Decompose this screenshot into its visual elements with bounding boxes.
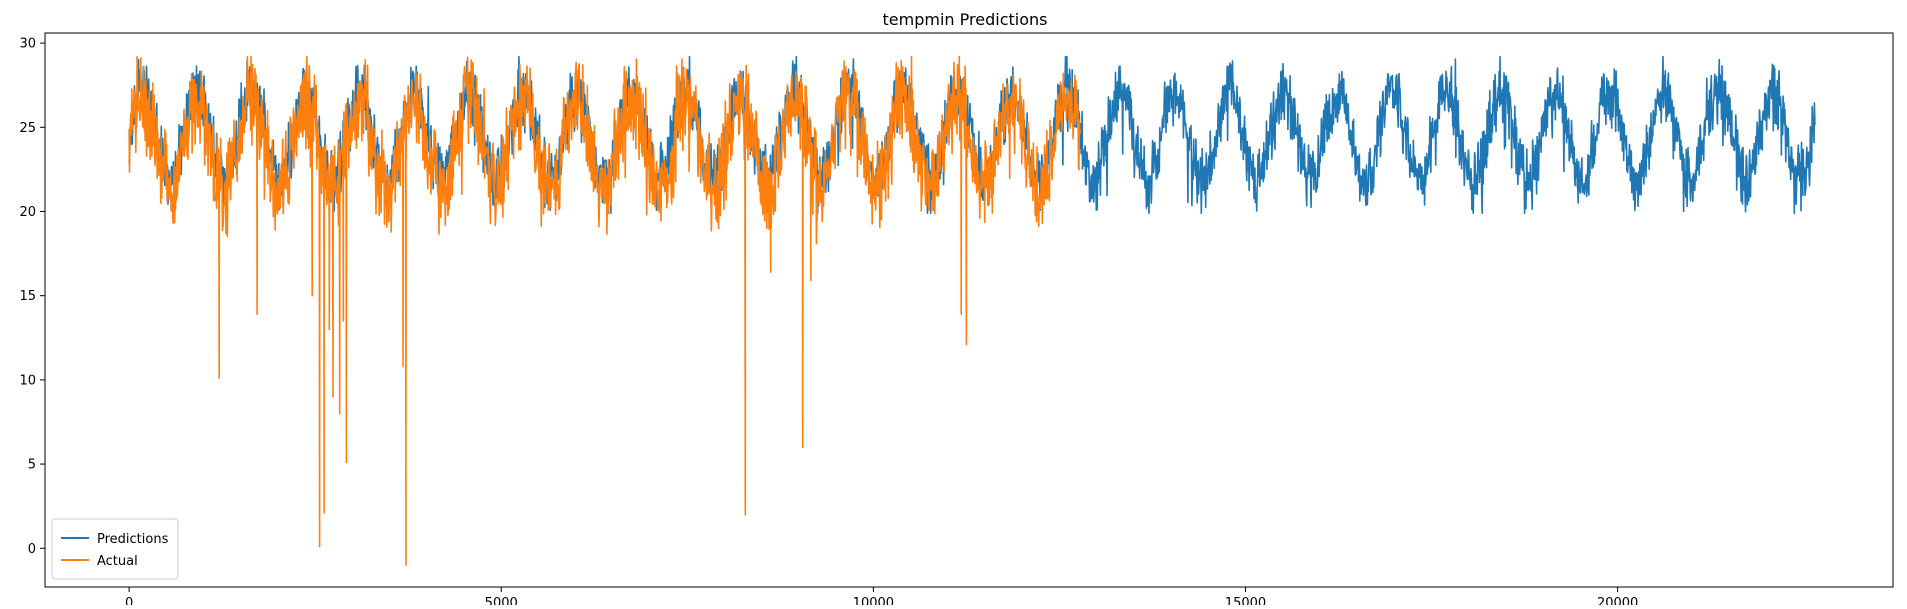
chart-title: tempmin Predictions bbox=[883, 10, 1048, 29]
plot-area bbox=[44, 32, 1894, 588]
y-axis: 0 5 10 15 20 25 30 bbox=[19, 37, 45, 557]
y-tick-label: 20 bbox=[19, 205, 36, 220]
x-tick-label: 5000 bbox=[485, 596, 518, 605]
y-tick-label: 10 bbox=[19, 373, 36, 388]
legend-label-predictions: Predictions bbox=[97, 532, 169, 547]
x-tick-label: 0 bbox=[125, 596, 133, 605]
y-tick-label: 30 bbox=[19, 37, 36, 52]
x-tick-label: 15000 bbox=[1225, 596, 1266, 605]
series-line-actual bbox=[128, 55, 1082, 566]
y-tick-label: 5 bbox=[28, 458, 36, 473]
x-tick-label: 10000 bbox=[853, 596, 894, 605]
legend: Predictions Actual bbox=[51, 518, 179, 580]
x-tick-label: 20000 bbox=[1597, 596, 1638, 605]
y-tick-label: 15 bbox=[19, 289, 36, 304]
legend-label-actual: Actual bbox=[97, 554, 138, 569]
plot-frame bbox=[44, 32, 1894, 588]
x-axis: 0 5000 10000 15000 20000 bbox=[125, 587, 1638, 609]
legend-box bbox=[51, 518, 179, 580]
y-tick-label: 0 bbox=[28, 542, 36, 557]
y-tick-label: 25 bbox=[19, 121, 36, 136]
